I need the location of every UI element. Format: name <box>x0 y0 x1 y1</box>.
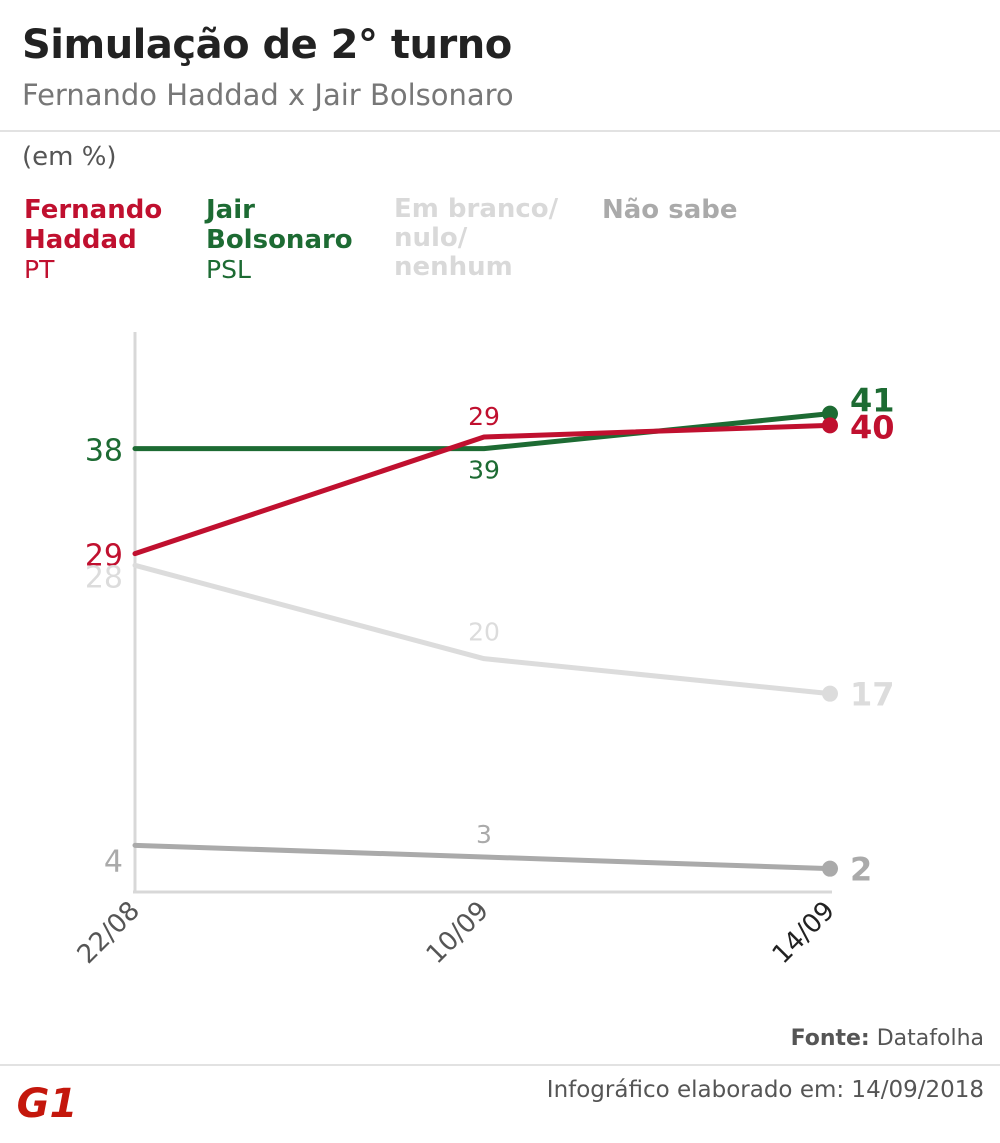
infographic-date-note: Infográfico elaborado em: 14/09/2018 <box>546 1077 984 1103</box>
chart-title: Simulação de 2° turno <box>22 22 512 68</box>
source-value: Datafolha <box>876 1026 984 1051</box>
source-label: Fonte: <box>790 1026 870 1051</box>
data-label: 3 <box>476 820 492 849</box>
data-label: 29 <box>85 539 123 574</box>
data-label: 39 <box>468 456 500 485</box>
data-label: 41 <box>850 382 895 420</box>
data-label: 17 <box>850 676 895 714</box>
legend-item-haddad: Fernando Haddad PT <box>24 195 174 285</box>
legend-party: PSL <box>206 255 251 284</box>
data-label: 4 <box>104 844 123 879</box>
chart-subtitle: Fernando Haddad x Jair Bolsonaro <box>22 78 514 112</box>
series-end-point-2 <box>822 685 838 702</box>
x-tick-label: 14/09 <box>767 896 841 970</box>
legend-item-bolsonaro: Jair Bolsonaro PSL <box>206 195 366 285</box>
series-line-1 <box>132 411 833 452</box>
series-line-2 <box>132 562 833 697</box>
logo-text: G1 <box>17 1081 78 1124</box>
header-divider <box>0 130 1000 132</box>
data-label: 2 <box>850 851 872 889</box>
series-line-0 <box>132 422 833 557</box>
legend-item-blank-null: Em branco/ nulo/ nenhum <box>394 195 579 282</box>
series-end-point-1 <box>822 405 838 422</box>
g1-logo: G1 <box>16 1080 78 1128</box>
data-label: 29 <box>468 402 500 431</box>
data-label: 40 <box>850 408 895 446</box>
data-label: 20 <box>468 618 500 647</box>
series-end-point-0 <box>822 417 838 434</box>
legend-name: Fernando Haddad <box>24 195 163 255</box>
series-end-point-3 <box>822 860 838 877</box>
data-label: 28 <box>85 560 123 595</box>
unit-label: (em %) <box>22 142 117 172</box>
legend-name: Em branco/ nulo/ nenhum <box>394 194 559 282</box>
source-credit: Fonte: Datafolha <box>791 1026 984 1051</box>
x-tick-label: 10/09 <box>421 896 495 970</box>
data-label: 38 <box>85 434 123 469</box>
x-tick-label: 22/08 <box>72 896 146 970</box>
line-chart: 29 29 40 38 39 41 28 20 17 4 3 2 22/08 10/09 14/09 <box>72 332 895 970</box>
legend-party: PT <box>24 255 55 284</box>
series-line-3 <box>132 842 833 872</box>
legend-name: Não sabe <box>602 195 738 225</box>
legend-item-dont-know: Não sabe <box>602 195 802 225</box>
footer-divider <box>0 1064 1000 1066</box>
legend-name: Jair Bolsonaro <box>206 195 353 255</box>
